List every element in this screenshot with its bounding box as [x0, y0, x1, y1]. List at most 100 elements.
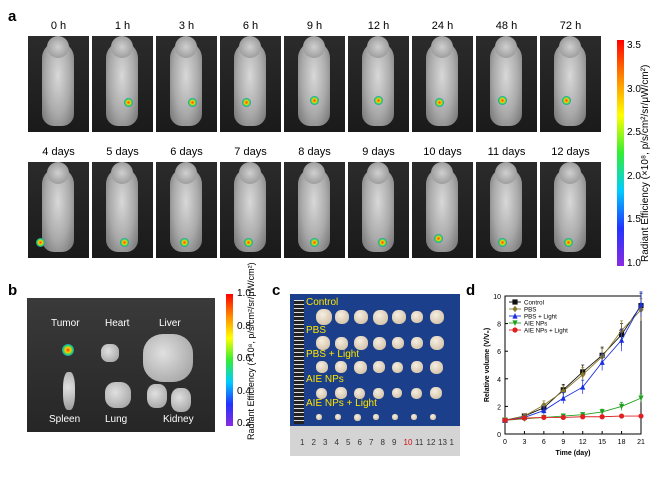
data-point [502, 417, 508, 424]
data-point [638, 306, 644, 313]
ruler-number: 9 [392, 438, 397, 447]
data-point [580, 384, 586, 390]
timepoint-label: 12 days [551, 146, 590, 158]
fluorescence-spot [120, 238, 129, 247]
tumor-sample [316, 387, 327, 399]
fluorescence-spot [498, 96, 507, 105]
mouse-head [47, 36, 69, 58]
data-point [541, 405, 547, 411]
mouse-head [111, 36, 133, 58]
data-point [599, 409, 605, 415]
x-tick-label: 18 [618, 439, 626, 446]
timepoint-label: 12 h [367, 20, 390, 32]
mouse-head [111, 162, 133, 184]
data-point [521, 414, 528, 421]
kidney-organ-2 [171, 388, 191, 412]
data-point [618, 337, 625, 343]
organ-label-spleen: Spleen [49, 414, 81, 425]
ruler-number: 11 [415, 438, 424, 447]
colorbar-tick-label: 0.6 [237, 353, 251, 364]
mouse-image: 1 h [92, 20, 153, 132]
ruler-number: 5 [346, 438, 351, 447]
fluorescence-spot [188, 98, 197, 107]
x-tick-label: 21 [637, 439, 645, 446]
mouse-head [495, 162, 517, 184]
data-point [541, 414, 547, 421]
data-point [599, 414, 605, 420]
tumor-sample [316, 309, 332, 325]
data-point [560, 395, 566, 401]
mouse-head [239, 36, 261, 58]
mouse-image: 48 h [476, 20, 537, 132]
mouse-image: 5 days [92, 146, 153, 258]
data-point [599, 359, 605, 365]
mouse-photo [348, 162, 409, 258]
colorbar-a-label: Radiant Efficiency (×10⁸, p/s/cm²/sr/μW/… [640, 64, 651, 262]
colorbar-tick-label: 0.2 [237, 418, 251, 429]
tumor-sample [335, 336, 348, 350]
legend-label: AIE NPs + Light [524, 327, 568, 334]
mouse-head [367, 162, 389, 184]
mouse-photo [28, 36, 89, 132]
ruler-vertical [294, 300, 304, 424]
ruler-number: 13 [438, 438, 447, 447]
data-point [580, 412, 586, 418]
fluorescence-spot [378, 238, 387, 247]
ruler-number: 3 [323, 438, 328, 447]
y-tick-label: 0 [497, 432, 501, 439]
mouse-photo [220, 162, 281, 258]
ruler-number: 7 [369, 438, 374, 447]
tumor-sample [354, 360, 367, 374]
tumor-sample [373, 336, 386, 350]
organ-label-heart: Heart [105, 318, 130, 329]
data-point [512, 313, 518, 319]
organ-label-tumor: Tumor [51, 318, 80, 329]
data-point [638, 395, 644, 402]
mouse-photo [284, 162, 345, 258]
tumor-sample [335, 414, 341, 420]
mouse-photo [92, 162, 153, 258]
y-tick-label: 4 [497, 377, 501, 384]
tumor-sample [430, 360, 443, 374]
ruler-number: 8 [380, 438, 385, 447]
fluorescence-spot [310, 238, 319, 247]
data-point [599, 352, 605, 358]
organ-image: Tumor Heart Liver Spleen Lung Kidney [27, 298, 215, 432]
data-point [521, 412, 528, 420]
y-tick-label: 6 [497, 349, 501, 356]
timepoint-label: 24 h [431, 20, 454, 32]
mouse-photo [476, 36, 537, 132]
panel-letter-b: b [8, 282, 18, 299]
colorbar-tick-label: 3.0 [627, 83, 641, 95]
tumor-sample [335, 361, 347, 373]
tumor-sample [430, 387, 442, 399]
tumor-sample [430, 310, 444, 324]
mouse-head [559, 36, 581, 58]
timepoint-label: 3 h [178, 20, 195, 32]
mouse-image: 24 h [412, 20, 473, 132]
data-point [512, 320, 518, 326]
mouse-image: 12 days [540, 146, 601, 258]
timepoint-label: 9 h [306, 20, 323, 32]
mouse-photo [348, 36, 409, 132]
mouse-photo [156, 36, 217, 132]
tumor-fluorescence-spot [62, 344, 74, 356]
data-point [560, 387, 566, 393]
fluorescence-spot [435, 98, 444, 107]
colorbar-tick-label: 0.4 [237, 385, 251, 397]
series-line [504, 415, 641, 421]
panel-letter-a: a [8, 8, 17, 25]
ruler-number: 1 [300, 438, 305, 447]
kidney-organ-1 [147, 384, 167, 408]
panel-letter-d: d [466, 282, 476, 299]
tumor-sample [373, 414, 379, 420]
data-point [502, 417, 508, 423]
data-point [541, 414, 547, 421]
x-axis-label: Time (day) [556, 450, 591, 457]
fluorescence-spot [434, 234, 443, 243]
mouse-photo [476, 162, 537, 258]
fluorescence-spot [124, 98, 133, 107]
data-point [580, 369, 586, 375]
organ-label-liver: Liver [159, 318, 181, 329]
data-point [618, 332, 625, 338]
